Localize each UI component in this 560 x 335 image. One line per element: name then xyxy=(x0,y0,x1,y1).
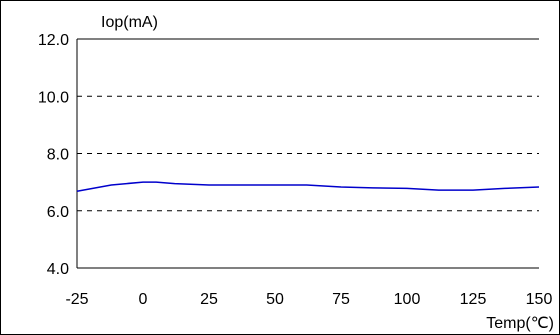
x-tick-label: 100 xyxy=(394,291,421,308)
y-tick-label: 6.0 xyxy=(47,204,69,221)
x-tick-label: 150 xyxy=(526,291,553,308)
x-tick-label: 125 xyxy=(460,291,487,308)
series xyxy=(76,181,540,193)
axes xyxy=(76,38,539,269)
x-tick-label: -25 xyxy=(65,291,88,308)
y-axis-label: Iop(mA) xyxy=(101,14,158,31)
x-tick-label: 50 xyxy=(266,291,284,308)
y-tick-label: 10.0 xyxy=(38,89,69,106)
x-tick-label: 25 xyxy=(200,291,218,308)
x-tick-label: 75 xyxy=(332,291,350,308)
y-tick-label: 8.0 xyxy=(47,147,69,164)
y-tick-label: 12.0 xyxy=(38,32,69,49)
tick-labels: 4.0 6.0 8.0 10.0 12.0 -25 0 25 50 75 100 125 150 xyxy=(38,32,553,308)
x-tick-label: 0 xyxy=(139,291,148,308)
series-line-0 xyxy=(76,181,540,193)
y-tick-label: 4.0 xyxy=(47,261,69,278)
gridlines xyxy=(77,95,539,212)
x-axis-label: Temp(℃) xyxy=(486,315,554,332)
